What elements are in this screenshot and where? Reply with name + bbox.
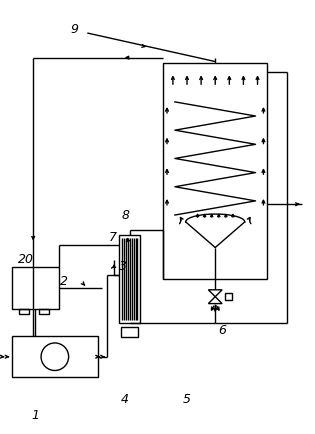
Polygon shape — [208, 290, 222, 297]
Polygon shape — [208, 297, 222, 304]
Text: 2: 2 — [60, 275, 68, 288]
Bar — [20, 309, 29, 314]
Text: 3: 3 — [119, 260, 127, 273]
Bar — [225, 293, 232, 300]
Bar — [39, 309, 49, 314]
Text: 1: 1 — [31, 409, 39, 422]
Bar — [119, 235, 140, 323]
Text: 7: 7 — [109, 230, 117, 243]
Text: 6: 6 — [218, 324, 226, 337]
Text: 5: 5 — [183, 393, 191, 406]
Bar — [121, 327, 139, 337]
Bar — [12, 267, 59, 309]
Text: 8: 8 — [122, 209, 130, 222]
Text: 20: 20 — [17, 253, 33, 266]
Text: 9: 9 — [71, 23, 78, 36]
Text: 4: 4 — [121, 393, 129, 406]
Bar — [12, 336, 98, 378]
Bar — [163, 62, 267, 279]
